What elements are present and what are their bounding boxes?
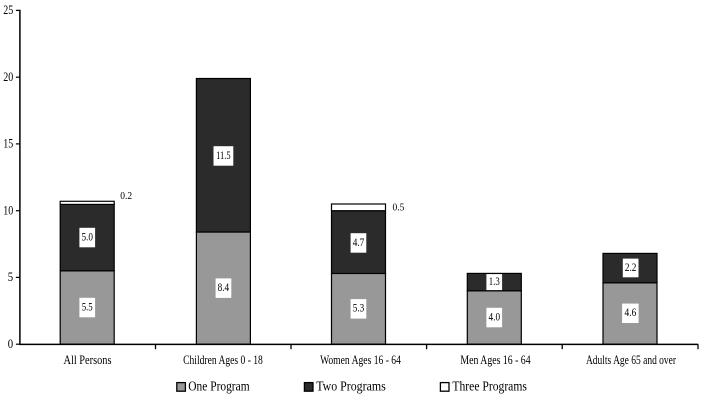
svg-text:4.7: 4.7	[353, 237, 365, 249]
svg-text:Women Ages 16 - 64: Women Ages 16 - 64	[320, 353, 401, 367]
svg-text:25: 25	[3, 3, 13, 17]
svg-text:Three Programs: Three Programs	[452, 379, 527, 394]
svg-text:10: 10	[3, 204, 13, 218]
svg-text:2.2: 2.2	[625, 262, 637, 274]
svg-text:1.3: 1.3	[489, 276, 500, 288]
svg-text:15: 15	[3, 137, 13, 151]
svg-text:Children Ages 0 - 18: Children Ages 0 - 18	[183, 353, 263, 367]
svg-text:5.5: 5.5	[82, 301, 93, 313]
svg-text:5.3: 5.3	[353, 303, 365, 315]
svg-text:8.4: 8.4	[218, 282, 230, 294]
svg-text:0: 0	[8, 337, 13, 351]
svg-text:0.5: 0.5	[393, 202, 405, 214]
svg-text:20: 20	[3, 70, 13, 84]
svg-text:5: 5	[8, 270, 13, 284]
svg-text:0.2: 0.2	[120, 190, 132, 202]
svg-text:All Persons: All Persons	[64, 353, 112, 367]
svg-text:4.0: 4.0	[489, 311, 501, 323]
svg-text:Two Programs: Two Programs	[316, 379, 386, 394]
svg-text:4.6: 4.6	[625, 307, 637, 319]
svg-text:Adults Age 65 and over: Adults Age 65 and over	[586, 353, 676, 367]
svg-text:11.5: 11.5	[216, 150, 231, 162]
svg-text:5.0: 5.0	[81, 232, 93, 244]
svg-text:One Program: One Program	[188, 379, 250, 394]
svg-text:Men Ages 16 - 64: Men Ages 16 - 64	[460, 353, 530, 367]
